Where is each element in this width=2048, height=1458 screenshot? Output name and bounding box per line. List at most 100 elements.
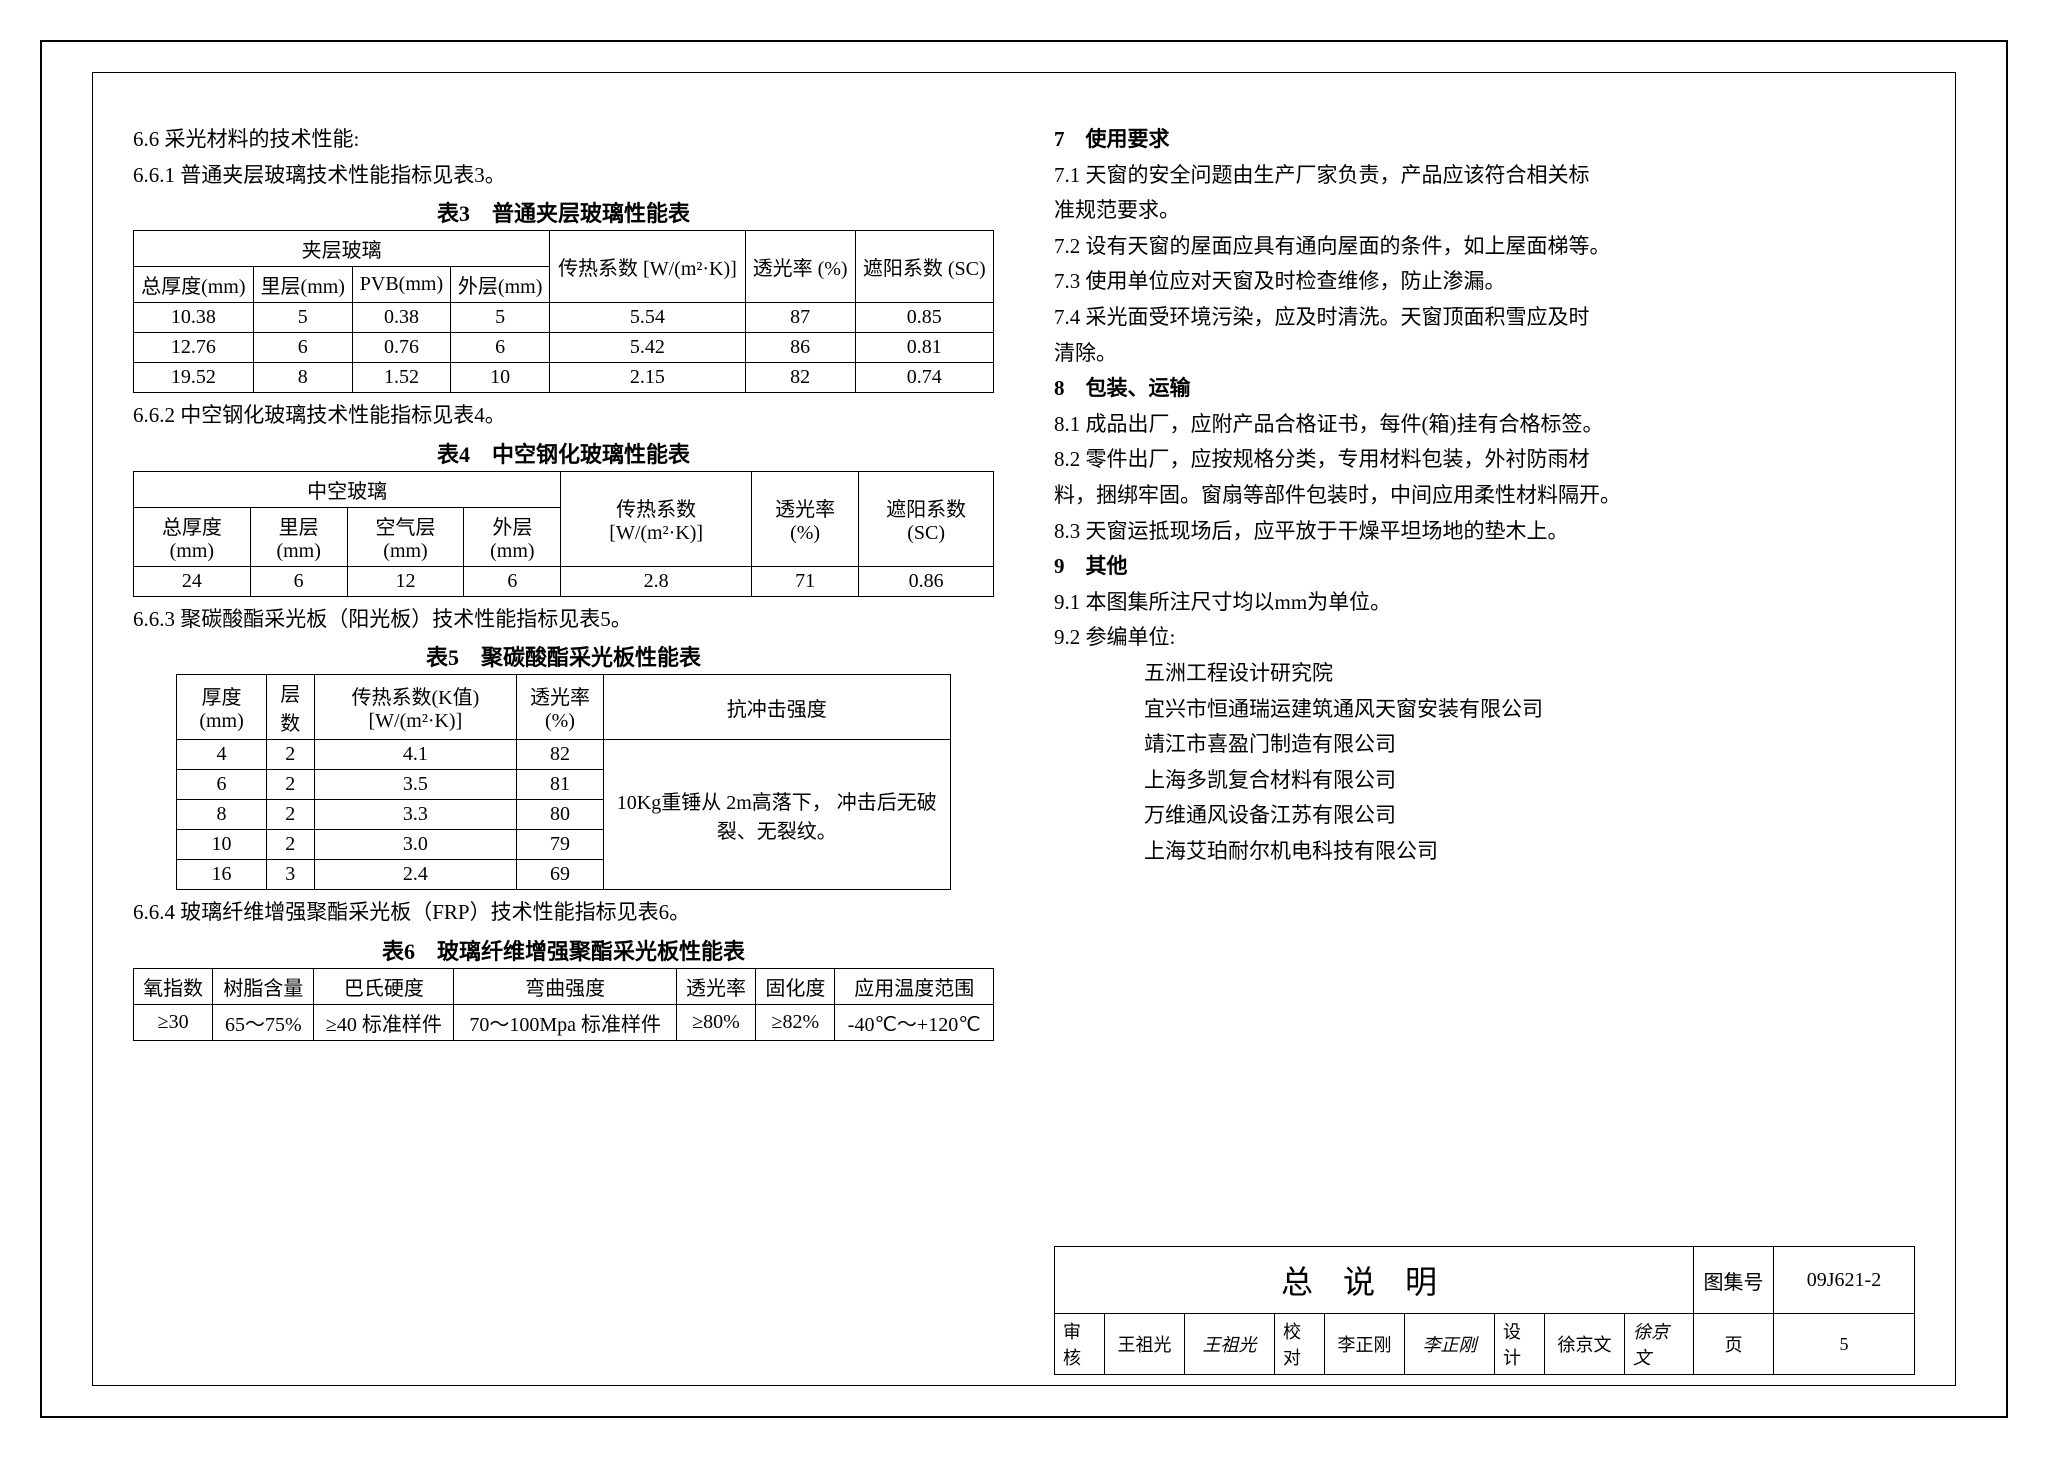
para-7-1b: 准规范要求。 [1054,194,1915,228]
name-校对: 李正刚 [1325,1314,1405,1374]
t3-cell: 82 [745,363,855,393]
t5-cell: 4 [177,740,267,770]
org-3: 靖江市喜盈门制造有限公司 [1054,728,1915,762]
t3-group: 夹层玻璃 [134,231,550,267]
t5-h4: 透光率(%) [517,675,603,740]
t6-h3: 巴氏硬度 [314,968,454,1004]
t4-cell: 6 [464,566,561,596]
para-7-4a: 7.4 采光面受环境污染，应及时清洗。天窗顶面积雪应及时 [1054,301,1915,335]
title-main: 总说明 [1055,1247,1694,1313]
title-code: 09J621-2 [1774,1247,1914,1313]
t3-cell: 2.15 [550,363,745,393]
para-9-1: 9.1 本图集所注尺寸均以mm为单位。 [1054,586,1915,620]
t3-h7: 遮阳系数 (SC) [855,231,993,303]
right-column: 7 使用要求 7.1 天窗的安全问题由生产厂家负责，产品应该符合相关标 准规范要… [1054,123,1915,1375]
title-row2: 审核 王祖光 王祖光 校对 李正刚 李正刚 设计 徐京文 徐京文 页 5 [1055,1314,1914,1374]
sig-设计: 徐京文 [1625,1314,1694,1374]
t4-cell: 6 [250,566,347,596]
t6-h7: 应用温度范围 [835,968,994,1004]
t3-h4: 外层(mm) [451,267,550,303]
t6-h1: 氧指数 [134,968,213,1004]
para-6-6-2: 6.6.2 中空钢化玻璃技术性能指标见表4。 [133,399,994,433]
t5-cell: 8 [177,800,267,830]
table5-title: 表5 聚碳酸酯采光板性能表 [133,640,994,672]
t3-cell: 0.76 [352,333,450,363]
t3-cell: 10 [451,363,550,393]
table4-title: 表4 中空钢化玻璃性能表 [133,437,994,469]
page-inner-border: 6.6 采光材料的技术性能: 6.6.1 普通夹层玻璃技术性能指标见表3。 表3… [92,72,1956,1386]
t4-cell: 12 [347,566,464,596]
t3-cell: 5 [253,303,352,333]
para-7-3: 7.3 使用单位应对天窗及时检查维修，防止渗漏。 [1054,265,1915,299]
para-8-2a: 8.2 零件出厂，应按规格分类，专用材料包装，外衬防雨材 [1054,443,1915,477]
t6-cell: 65～75% [213,1004,314,1040]
table4: 中空玻璃 传热系数 [W/(m²·K)] 透光率 (%) 遮阳系数 (SC) 总… [133,471,994,597]
t4-group: 中空玻璃 [134,471,561,507]
t3-h6: 透光率 (%) [745,231,855,303]
title-code-label: 图集号 [1694,1247,1774,1313]
t4-h2: 里层(mm) [250,507,347,566]
t3-h5: 传热系数 [W/(m²·K)] [550,231,745,303]
t4-cell: 2.8 [561,566,752,596]
t3-h3: PVB(mm) [352,267,450,303]
left-column: 6.6 采光材料的技术性能: 6.6.1 普通夹层玻璃技术性能指标见表3。 表3… [133,123,994,1375]
t4-h1: 总厚度(mm) [134,507,251,566]
section-8: 8 包装、运输 [1054,372,1915,406]
t5-cell: 2 [267,830,314,860]
t3-cell: 87 [745,303,855,333]
t5-cell: 3 [267,860,314,890]
table5: 厚度 (mm) 层数 传热系数(K值) [W/(m²·K)] 透光率(%) 抗冲… [176,674,951,890]
t5-cell: 3.3 [314,800,517,830]
t6-cell: 70～100Mpa 标准样件 [454,1004,676,1040]
t5-cell: 3.0 [314,830,517,860]
para-7-4b: 清除。 [1054,337,1915,371]
org-1: 五洲工程设计研究院 [1054,657,1915,691]
para-6-6-1: 6.6.1 普通夹层玻璃技术性能指标见表3。 [133,159,994,193]
name-审核: 王祖光 [1105,1314,1185,1374]
page-outer-border: 6.6 采光材料的技术性能: 6.6.1 普通夹层玻璃技术性能指标见表3。 表3… [40,40,2008,1418]
title-block: 总说明 图集号 09J621-2 审核 王祖光 王祖光 校对 李正刚 李正刚 设… [1054,1246,1915,1375]
t4-h7: 遮阳系数 (SC) [859,471,994,566]
section-7: 7 使用要求 [1054,123,1915,157]
t3-cell: 12.76 [134,333,254,363]
t3-cell: 10.38 [134,303,254,333]
t5-impact: 10Kg重锤从 2m高落下， 冲击后无破 裂、无裂纹。 [603,740,950,890]
org-6: 上海艾珀耐尔机电科技有限公司 [1054,835,1915,869]
t3-cell: 0.81 [855,333,993,363]
t5-cell: 2 [267,770,314,800]
label-校对: 校对 [1275,1314,1325,1374]
name-设计: 徐京文 [1545,1314,1625,1374]
table6-title: 表6 玻璃纤维增强聚酯采光板性能表 [133,934,994,966]
t6-cell: ≥40 标准样件 [314,1004,454,1040]
label-审核: 审核 [1055,1314,1105,1374]
para-6-6-4: 6.6.4 玻璃纤维增强聚酯采光板（FRP）技术性能指标见表6。 [133,896,994,930]
page-num: 5 [1774,1314,1914,1374]
title-row1: 总说明 图集号 09J621-2 [1055,1247,1914,1314]
para-7-2: 7.2 设有天窗的屋面应具有通向屋面的条件，如上屋面梯等。 [1054,230,1915,264]
para-7-1a: 7.1 天窗的安全问题由生产厂家负责，产品应该符合相关标 [1054,159,1915,193]
t4-cell: 0.86 [859,566,994,596]
org-4: 上海多凯复合材料有限公司 [1054,764,1915,798]
t3-cell: 0.74 [855,363,993,393]
t5-cell: 80 [517,800,603,830]
org-5: 万维通风设备江苏有限公司 [1054,799,1915,833]
t5-cell: 2 [267,740,314,770]
t4-cell: 71 [752,566,859,596]
t3-cell: 1.52 [352,363,450,393]
para-6-6: 6.6 采光材料的技术性能: [133,123,994,157]
t5-cell: 82 [517,740,603,770]
t3-cell: 6 [253,333,352,363]
t3-cell: 6 [451,333,550,363]
para-8-1: 8.1 成品出厂，应附产品合格证书，每件(箱)挂有合格标签。 [1054,408,1915,442]
t6-cell: ≥30 [134,1004,213,1040]
t3-cell: 5.54 [550,303,745,333]
label-设计: 设计 [1495,1314,1545,1374]
t6-h5: 透光率 [676,968,755,1004]
t3-cell: 0.38 [352,303,450,333]
para-6-6-3: 6.6.3 聚碳酸酯采光板（阳光板）技术性能指标见表5。 [133,603,994,637]
t5-cell: 69 [517,860,603,890]
t6-h6: 固化度 [756,968,835,1004]
t4-cell: 24 [134,566,251,596]
para-8-3: 8.3 天窗运抵现场后，应平放于干燥平坦场地的垫木上。 [1054,515,1915,549]
org-2: 宜兴市恒通瑞运建筑通风天窗安装有限公司 [1054,693,1915,727]
